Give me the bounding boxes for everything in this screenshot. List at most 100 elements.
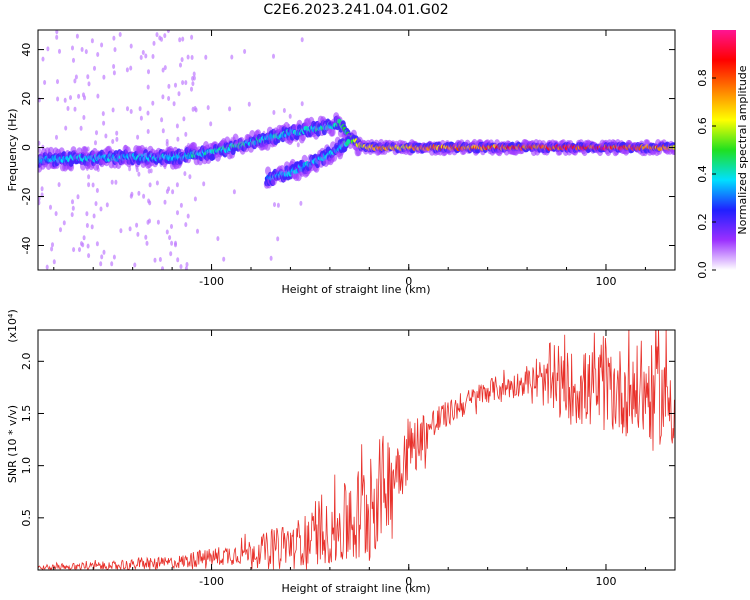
y-tick-label: -40	[20, 237, 33, 255]
heatmap-noise-cell	[296, 142, 300, 148]
heatmap-noise-cell	[87, 253, 91, 259]
heatmap-noise-cell	[146, 129, 150, 134]
heatmap-noise-cell	[167, 83, 171, 89]
heatmap-noise-cell	[202, 181, 206, 187]
heatmap-noise-cell	[38, 140, 41, 146]
heatmap-noise-cell	[184, 266, 188, 270]
colorbar-tick-label: 0.4	[696, 165, 709, 183]
heatmap-noise-cell	[144, 53, 148, 59]
heatmap-noise-cell	[222, 256, 226, 262]
heatmap-marks	[38, 30, 675, 270]
heatmap-noise-cell	[79, 125, 83, 131]
heatmap-noise-cell	[38, 195, 41, 201]
heatmap-noise-cell	[130, 191, 134, 197]
heatmap-noise-cell	[272, 110, 276, 115]
heatmap-noise-cell	[177, 91, 181, 97]
heatmap-noise-cell	[66, 106, 70, 111]
heatmap-noise-cell	[146, 84, 150, 90]
heatmap-noise-cell	[204, 54, 208, 60]
heatmap-noise-cell	[96, 52, 100, 57]
heatmap-noise-cell	[191, 76, 195, 81]
heatmap-noise-cell	[147, 69, 150, 75]
heatmap-noise-cell	[90, 38, 94, 44]
heatmap-noise-cell	[112, 254, 116, 260]
colorbar-label: Normalized spectral amplitude	[736, 65, 749, 234]
heatmap-noise-cell	[87, 174, 91, 180]
heatmap-noise-cell	[137, 171, 141, 177]
heatmap-noise-cell	[148, 218, 151, 224]
heatmap-noise-cell	[170, 224, 173, 229]
heatmap-noise-cell	[82, 115, 86, 120]
heatmap-noise-cell	[166, 30, 170, 34]
heatmap-noise-cell	[45, 264, 49, 270]
heatmap-noise-cell	[156, 219, 160, 225]
heatmap-noise-cell	[184, 131, 188, 137]
heatmap-noise-cell	[288, 113, 292, 119]
heatmap-noise-cell	[169, 251, 173, 257]
x-tick-label: 0	[405, 275, 412, 288]
snr-y-axis-label: SNR (10 * v/v)	[6, 405, 19, 483]
heatmap-noise-cell	[114, 179, 118, 185]
heatmap-cell	[93, 161, 99, 171]
heatmap-cell	[48, 146, 54, 156]
heatmap-noise-cell	[170, 240, 174, 246]
heatmap-noise-cell	[184, 80, 188, 86]
heatmap-noise-cell	[276, 236, 280, 242]
heatmap-noise-cell	[136, 134, 140, 140]
heatmap-noise-cell	[90, 224, 94, 230]
heatmap-noise-cell	[86, 74, 90, 80]
heatmap-noise-cell	[176, 210, 179, 216]
heatmap-noise-cell	[175, 123, 179, 129]
heatmap-noise-cell	[50, 246, 54, 252]
heatmap-noise-cell	[181, 80, 185, 86]
heatmap-noise-cell	[64, 125, 68, 131]
heatmap-noise-cell	[243, 49, 247, 54]
heatmap-noise-cell	[70, 212, 74, 218]
heatmap-noise-cell	[96, 93, 100, 99]
heatmap-noise-cell	[110, 179, 114, 185]
y-tick-label: 0.5	[20, 509, 33, 527]
heatmap-cell	[346, 139, 351, 144]
colorbar-tick-label: 0.2	[696, 213, 709, 231]
heatmap-noise-cell	[168, 235, 172, 241]
heatmap-noise-cell	[282, 108, 286, 113]
heatmap-noise-cell	[86, 243, 90, 249]
heatmap-noise-cell	[163, 33, 167, 39]
heatmap-noise-cell	[95, 130, 98, 136]
heatmap-noise-cell	[84, 49, 88, 55]
heatmap-noise-cell	[55, 134, 58, 140]
heatmap-noise-cell	[95, 188, 99, 193]
heatmap-noise-cell	[56, 96, 60, 102]
heatmap-noise-cell	[102, 249, 106, 255]
heatmap-noise-cell	[151, 100, 155, 106]
heatmap-noise-cell	[276, 202, 280, 208]
heatmap-noise-cell	[185, 262, 189, 267]
heatmap-noise-cell	[273, 202, 276, 208]
heatmap-noise-cell	[174, 242, 177, 248]
heatmap-noise-cell	[165, 141, 169, 147]
heatmap-noise-cell	[228, 106, 232, 112]
heatmap-noise-cell	[152, 40, 156, 46]
heatmap-noise-cell	[112, 35, 116, 41]
heatmap-noise-cell	[163, 65, 167, 71]
heatmap-noise-cell	[63, 97, 67, 103]
heatmap-noise-cell	[72, 247, 76, 253]
heatmap-noise-cell	[73, 78, 77, 84]
heatmap-noise-cell	[133, 262, 137, 268]
heatmap-noise-cell	[104, 133, 108, 139]
heatmap-noise-cell	[206, 105, 210, 111]
heatmap-noise-cell	[49, 204, 52, 210]
heatmap-noise-cell	[184, 222, 188, 228]
heatmap-noise-cell	[155, 180, 159, 186]
heatmap-noise-cell	[111, 139, 115, 144]
heatmap-noise-cell	[178, 37, 182, 43]
heatmap-noise-cell	[105, 202, 109, 208]
y-tick-label: 40	[20, 43, 33, 57]
heatmap-noise-cell	[145, 240, 149, 246]
heatmap-noise-cell	[54, 211, 58, 217]
heatmap-noise-cell	[80, 47, 84, 52]
y-tick-label: 2.0	[20, 353, 33, 371]
heatmap-noise-cell	[77, 93, 81, 99]
heatmap-noise-cell	[59, 227, 62, 233]
heatmap-noise-cell	[172, 101, 176, 107]
